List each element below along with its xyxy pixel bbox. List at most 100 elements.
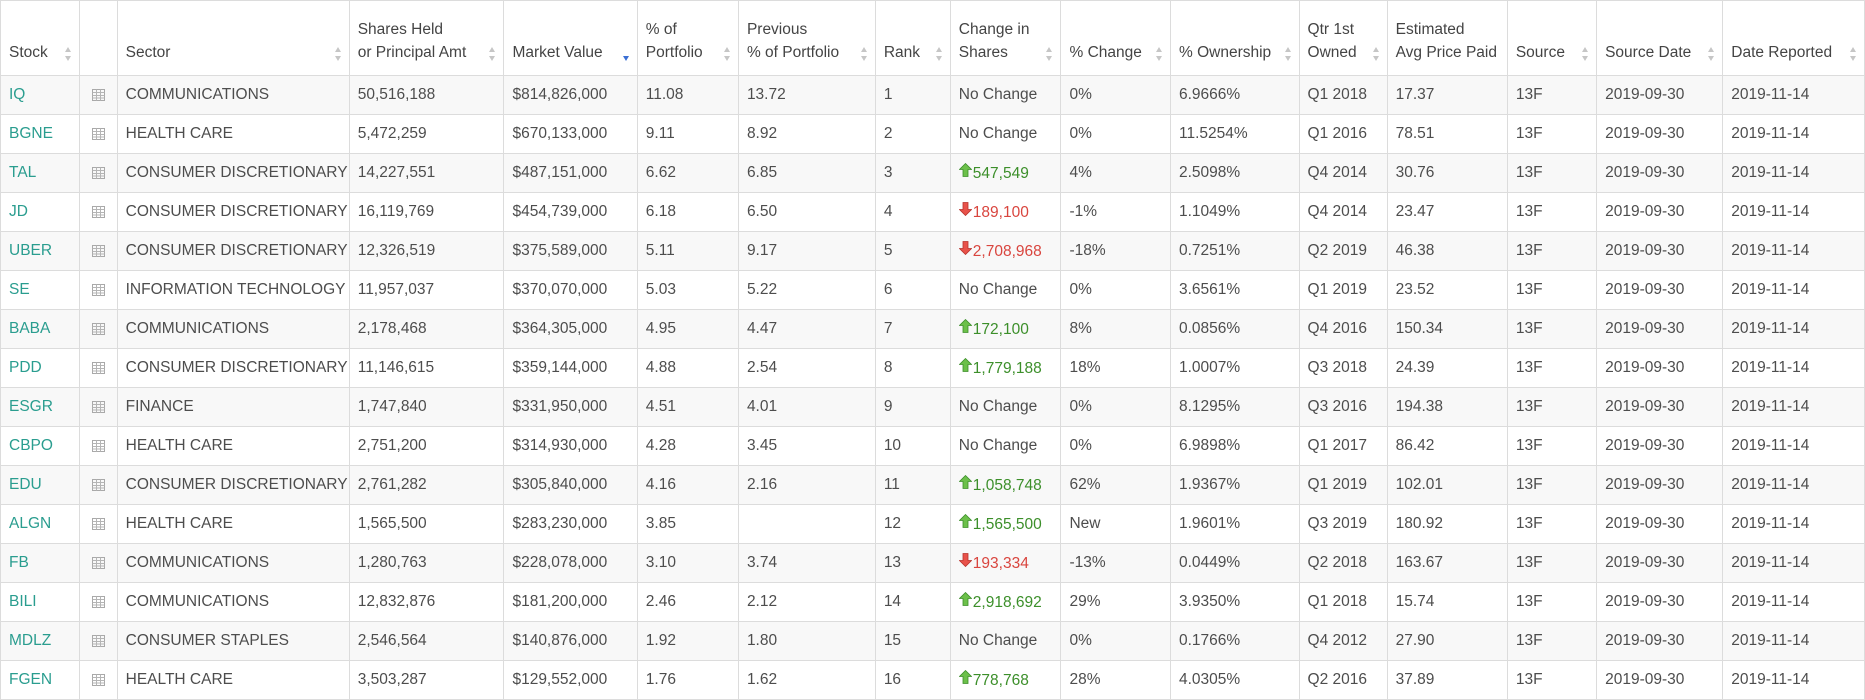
row-icon-cell[interactable] [78,426,118,466]
column-header-prev-pct[interactable]: Previous % of Portfolio [737,0,876,76]
shares-cell: 2,546,564 [348,621,505,661]
grid-icon[interactable] [91,166,105,179]
column-header-market-value[interactable]: Market Value [503,0,638,76]
stock-link-text[interactable]: JD [9,203,28,220]
sort-icon[interactable] [1372,47,1380,61]
column-header-stock[interactable]: Stock [0,0,80,76]
sort-icon[interactable] [489,47,496,61]
sort-icon[interactable] [1850,47,1857,61]
row-icon-cell[interactable] [78,387,118,427]
sort-icon[interactable] [1582,47,1589,61]
sort-icon[interactable] [64,47,72,61]
stock-link[interactable]: MDLZ [0,621,80,661]
stock-link-text[interactable]: FGEN [9,671,53,688]
column-header-ownership[interactable]: % Ownership [1169,0,1300,76]
row-icon-cell[interactable] [78,192,118,232]
stock-link[interactable]: BILI [0,582,80,622]
shares-cell: 50,516,188 [348,75,505,115]
sort-icon[interactable] [1155,47,1163,61]
stock-link[interactable]: JD [0,192,80,232]
row-icon-cell[interactable] [78,75,118,115]
grid-icon[interactable] [91,361,105,374]
grid-icon[interactable] [91,205,105,218]
row-icon-cell[interactable] [78,621,118,661]
stock-link-text[interactable]: BABA [9,320,51,337]
sort-icon[interactable] [935,47,943,61]
stock-link-text[interactable]: IQ [9,86,26,103]
stock-link-text[interactable]: ALGN [9,515,52,532]
sort-icon[interactable] [860,47,868,61]
sort-icon[interactable] [1284,47,1292,61]
grid-icon[interactable] [91,127,105,140]
stock-link-text[interactable]: PDD [9,359,42,376]
grid-icon[interactable] [91,634,105,647]
sort-icon[interactable] [1708,47,1715,61]
row-icon-cell[interactable] [78,114,118,154]
stock-link[interactable]: BABA [0,309,80,349]
stock-link[interactable]: FB [0,543,80,583]
grid-icon[interactable] [91,439,105,452]
sort-icon[interactable] [723,47,731,61]
stock-link[interactable]: PDD [0,348,80,388]
stock-link-text[interactable]: TAL [9,164,37,181]
row-icon-cell[interactable] [78,270,118,310]
grid-icon[interactable] [91,283,105,296]
rank-cell: 2 [874,114,951,154]
qtr-first-owned-cell-text: Q2 2016 [1307,671,1367,688]
grid-icon[interactable] [91,88,105,101]
column-header-source[interactable]: Source [1506,0,1598,76]
grid-icon[interactable] [91,673,105,686]
row-icon-cell[interactable] [78,231,118,271]
row-icon-cell[interactable] [78,582,118,622]
stock-link[interactable]: ALGN [0,504,80,544]
row-icon-cell[interactable] [78,348,118,388]
column-header-line: Estimated [1395,21,1465,38]
stock-link[interactable]: IQ [0,75,80,115]
stock-link[interactable]: SE [0,270,80,310]
grid-icon[interactable] [91,322,105,335]
column-header-sector[interactable]: Sector [116,0,350,76]
pct-change-cell: -13% [1060,543,1171,583]
column-header-qtr-first-owned[interactable]: Qtr 1st Owned [1298,0,1388,76]
column-header-rank[interactable]: Rank [874,0,951,76]
grid-icon[interactable] [91,478,105,491]
sort-icon[interactable] [334,47,342,61]
column-header-pct-change[interactable]: % Change [1060,0,1171,76]
stock-link-text[interactable]: EDU [9,476,42,493]
grid-icon[interactable] [91,244,105,257]
stock-link[interactable]: ESGR [0,387,80,427]
sort-desc-icon[interactable] [622,47,630,61]
column-header-pct-portfolio[interactable]: % of Portfolio [636,0,739,76]
stock-link[interactable]: EDU [0,465,80,505]
grid-icon[interactable] [91,556,105,569]
row-icon-cell[interactable] [78,660,118,700]
row-icon-cell[interactable] [78,309,118,349]
stock-link[interactable]: BGNE [0,114,80,154]
stock-link-text[interactable]: BILI [9,593,37,610]
row-icon-cell[interactable] [78,504,118,544]
stock-link-text[interactable]: BGNE [9,125,53,142]
stock-link-text[interactable]: SE [9,281,30,298]
column-header-shares[interactable]: Shares Held or Principal Amt [348,0,505,76]
stock-link[interactable]: FGEN [0,660,80,700]
row-icon-cell[interactable] [78,543,118,583]
stock-link-text[interactable]: FB [9,554,29,571]
row-icon-cell[interactable] [78,153,118,193]
grid-icon[interactable] [91,517,105,530]
stock-link[interactable]: CBPO [0,426,80,466]
column-header-change-in-shares[interactable]: Change in Shares [949,0,1062,76]
grid-icon[interactable] [91,400,105,413]
stock-link-text[interactable]: CBPO [9,437,53,454]
sort-icon[interactable] [1046,47,1053,61]
stock-link[interactable]: TAL [0,153,80,193]
change-in-shares-cell: No Change [949,75,1062,115]
column-header-source-date[interactable]: Source Date [1596,0,1724,76]
row-icon-cell[interactable] [78,465,118,505]
stock-link-text[interactable]: MDLZ [9,632,52,649]
stock-link[interactable]: UBER [0,231,80,271]
date-reported-cell-text: 2019-11-14 [1731,671,1810,688]
grid-icon[interactable] [91,595,105,608]
column-header-date-reported[interactable]: Date Reported [1722,0,1865,76]
stock-link-text[interactable]: ESGR [9,398,53,415]
stock-link-text[interactable]: UBER [9,242,53,259]
